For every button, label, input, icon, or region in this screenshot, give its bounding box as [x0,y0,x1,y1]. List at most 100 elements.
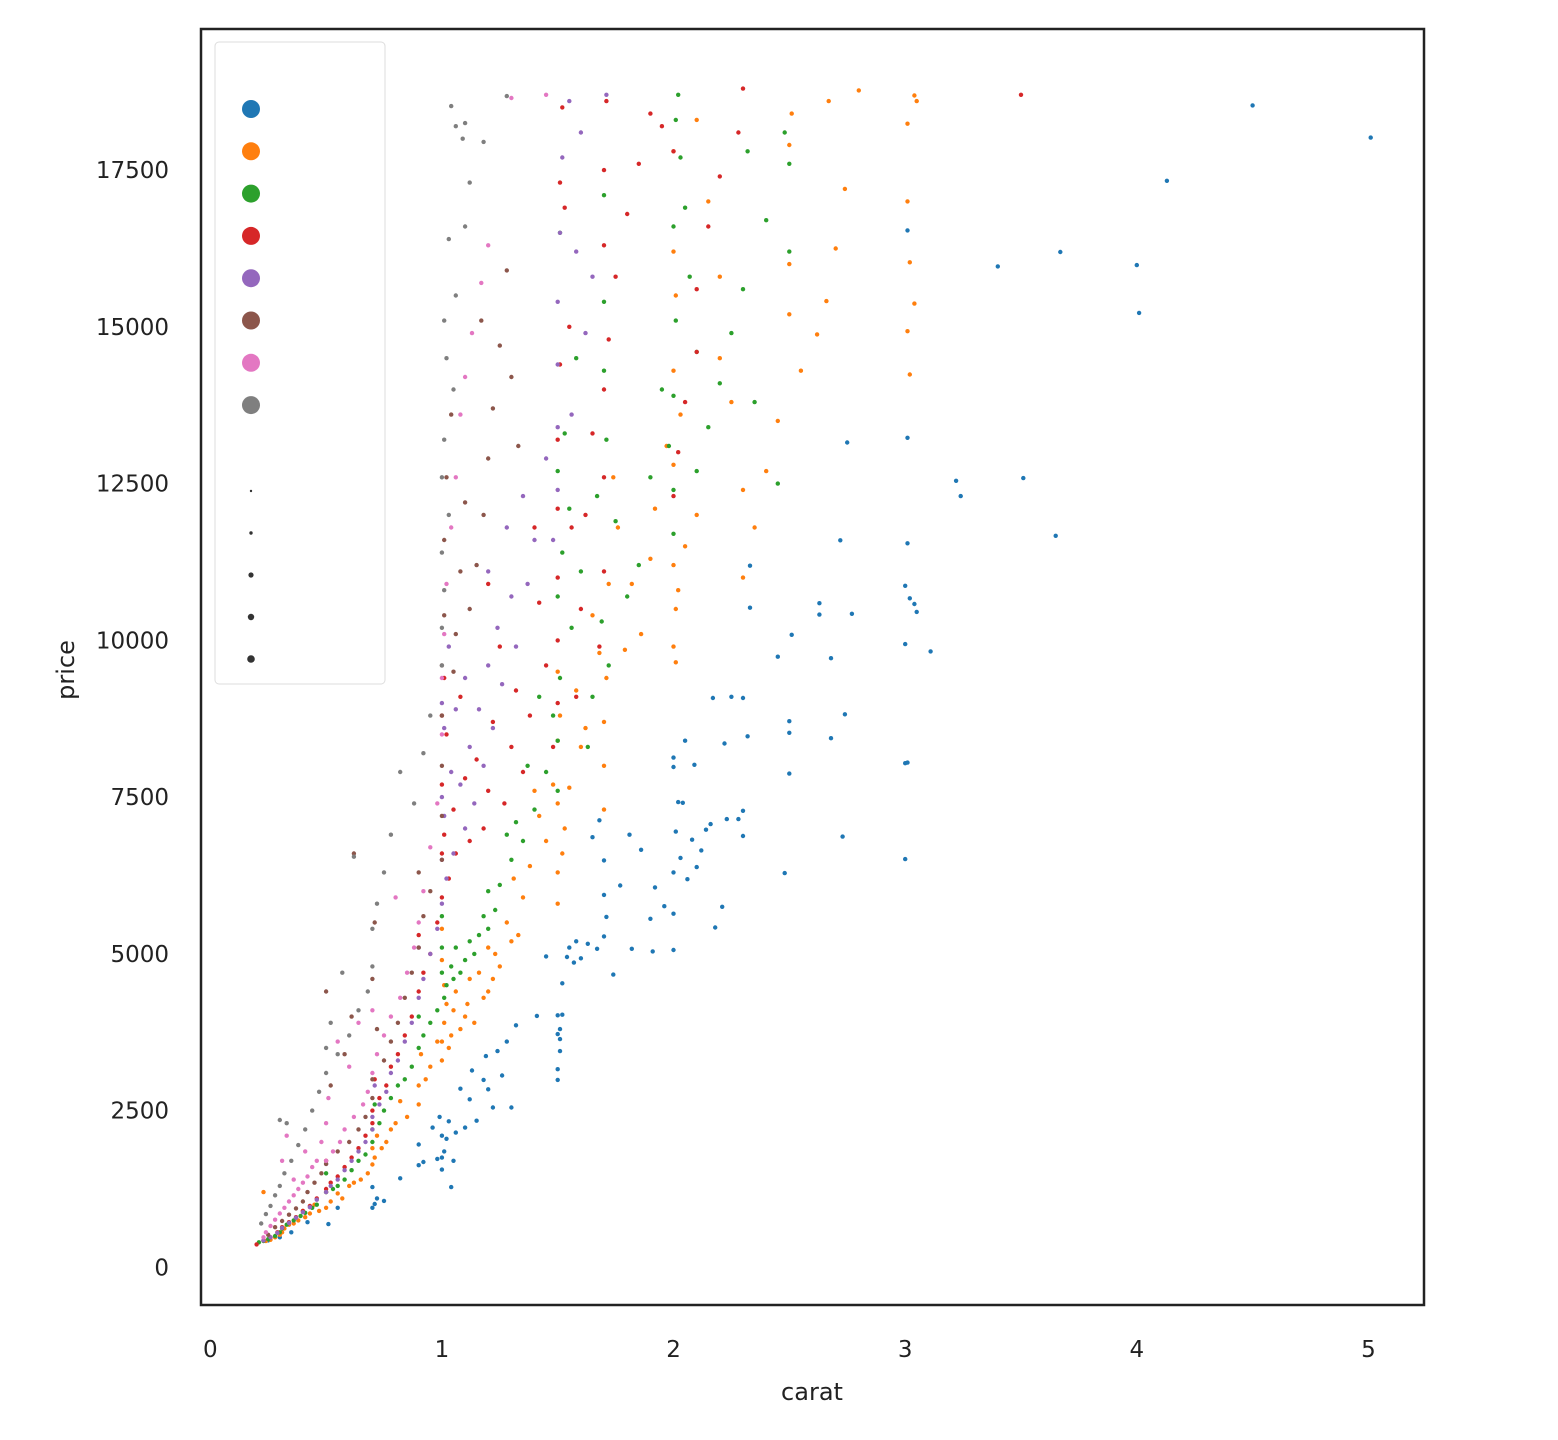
data-point [374,1026,380,1032]
data-point [557,230,563,235]
data-point [1058,249,1063,255]
data-point [604,675,609,681]
data-point [286,1220,292,1226]
data-point [590,694,595,699]
data-point [476,970,482,975]
data-point [613,519,618,524]
data-point [439,813,445,819]
data-point [509,744,514,750]
legend-size-marker [249,489,253,493]
data-point [673,660,678,665]
data-point [648,556,653,561]
data-point [543,838,549,844]
data-point [678,155,683,160]
data-point [370,1139,375,1145]
data-point [905,760,910,765]
data-point [398,769,403,775]
x-tick-label: 0 [203,1337,218,1363]
data-point [578,569,584,574]
data-point [782,130,787,135]
data-point [439,901,445,906]
data-point [462,826,468,831]
data-point [1134,262,1140,268]
data-point [527,863,533,869]
data-point [409,1020,414,1025]
data-point [622,647,628,652]
data-point [555,425,560,430]
data-point [574,939,579,944]
data-point [439,970,445,975]
data-point [453,707,458,712]
data-point [789,111,794,116]
data-point [474,1118,479,1123]
y-axis-title: price [52,640,80,700]
data-point [370,1121,375,1126]
data-point [479,280,484,286]
data-point [314,1202,319,1207]
data-point [275,1230,280,1236]
data-point [842,186,848,192]
data-point [409,1014,414,1019]
data-point [277,1211,282,1216]
data-point [416,1014,421,1019]
data-point [856,88,861,93]
data-point [451,387,456,392]
data-point [659,387,665,392]
data-point [601,475,607,480]
data-point [323,1186,329,1192]
data-point [625,594,630,599]
data-point [356,1146,361,1151]
data-point [826,98,831,104]
data-point [402,1033,407,1038]
data-point [486,889,491,894]
data-point [907,372,912,377]
data-point [673,829,678,834]
series-1 [261,88,919,1244]
y-tick-label: 15000 [96,315,169,341]
data-point [486,989,491,994]
data-point [560,105,565,110]
data-point [729,694,734,699]
data-point [666,443,672,449]
data-point [555,738,560,743]
data-point [363,1152,368,1157]
data-point [782,870,787,876]
data-point [328,1180,333,1185]
data-point [289,1158,294,1164]
data-point [451,851,456,856]
data-point [495,1048,500,1054]
data-point [787,249,792,254]
data-point [648,111,653,116]
data-point [532,807,537,812]
data-point [411,945,417,950]
legend-color-marker [242,396,260,415]
data-point [694,349,699,355]
data-point [462,374,468,380]
data-point [611,475,616,480]
data-point [905,541,910,546]
data-point [370,926,375,931]
data-point [421,889,426,894]
data-point [356,1158,361,1164]
legend-color-marker [242,142,260,161]
data-point [453,989,458,994]
data-point [1368,135,1373,140]
data-point [388,832,394,837]
data-point [421,751,426,756]
data-point [428,1020,433,1025]
data-point [298,1213,303,1219]
data-point [914,609,919,615]
data-point [272,1225,278,1230]
data-point [504,832,509,837]
y-tick-label: 5000 [110,942,169,968]
data-point [606,337,611,342]
data-point [638,631,644,637]
data-point [601,892,607,898]
data-point [335,1191,340,1196]
data-point [699,848,704,853]
data-point [849,611,855,616]
data-point [462,1125,468,1130]
data-point [905,228,910,233]
data-point [555,487,560,493]
data-point [305,1174,310,1179]
